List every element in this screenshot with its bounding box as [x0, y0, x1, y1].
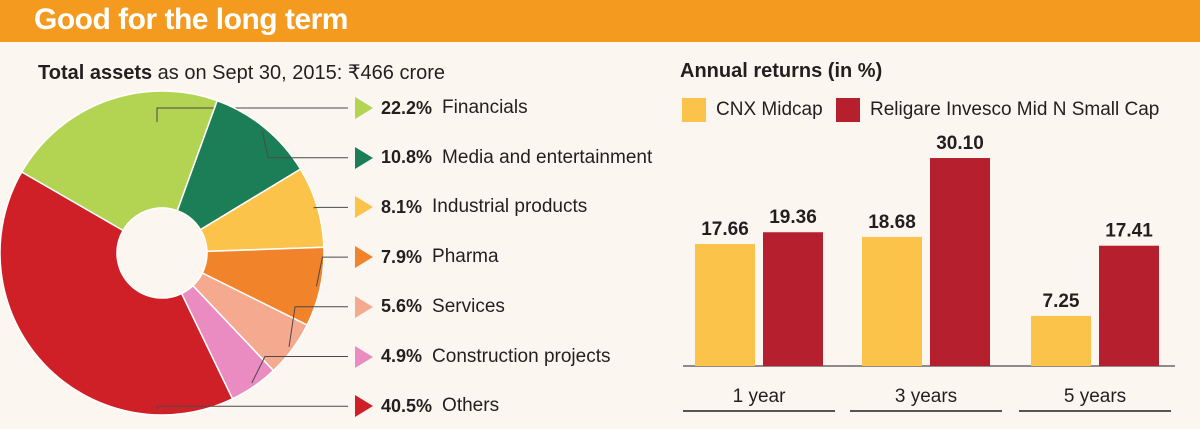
leader-line-construction-projects — [251, 356, 348, 384]
category-label-1-year: 1 year — [733, 386, 786, 407]
bar-value-label: 7.25 — [1043, 291, 1080, 312]
pie-legend-row-pharma: 7.9% Pharma — [355, 243, 499, 271]
assets-heading: Total assets as on Sept 30, 2015: ₹466 c… — [38, 60, 445, 85]
pointer-arrow-icon — [355, 246, 373, 269]
assets-heading-rest: as on Sept 30, 2015: ₹466 crore — [152, 62, 446, 84]
bar-value-label: 17.66 — [701, 219, 749, 240]
legend-swatch-cnx-midcap — [682, 98, 706, 122]
pie-slice-financials — [20, 90, 219, 232]
bar-value-label: 18.68 — [868, 212, 916, 233]
slice-category-label: Media and entertainment — [442, 146, 653, 168]
pie-legend-row-financials: 22.2% Financials — [355, 94, 528, 122]
bar-cnx-midcap-1-year — [695, 243, 755, 366]
title-banner: Good for the long term — [0, 0, 1200, 42]
slice-category-label: Financials — [442, 97, 528, 118]
bar-value-label: 30.10 — [936, 133, 984, 154]
assets-heading-bold: Total assets — [38, 62, 153, 84]
slice-category-label: Pharma — [432, 246, 499, 268]
legend-label-religare: Religare Invesco Mid N Small Cap — [870, 99, 1160, 120]
bar-value-label: 17.41 — [1105, 221, 1153, 242]
leader-line-media-and-entertainment — [261, 130, 348, 159]
leader-line-financials — [156, 107, 348, 122]
bar-religare-invesco-mid-n-small-cap-3-years — [930, 158, 990, 366]
pie-slice-media-and-entertainment — [176, 99, 302, 231]
pointer-arrow-icon — [355, 295, 373, 318]
pointer-arrow-icon — [355, 146, 373, 169]
slice-percent-label: 5.6% — [381, 296, 423, 317]
category-label-5-years: 5 years — [1064, 386, 1126, 407]
legend-swatch-religare — [836, 98, 860, 122]
pointer-arrow-icon — [355, 196, 373, 219]
pie-legend-row-construction-projects: 4.9% Construction projects — [355, 343, 611, 371]
pie-legend-row-industrial-products: 8.1% Industrial products — [355, 193, 587, 221]
slice-percent-label: 22.2% — [381, 97, 433, 118]
banner-title: Good for the long term — [34, 3, 348, 36]
slice-percent-label: 4.9% — [381, 346, 423, 366]
leader-line-services — [288, 306, 348, 348]
slice-category-label: Services — [432, 295, 505, 317]
pointer-arrow-icon — [355, 97, 373, 119]
leader-line-pharma — [315, 256, 348, 287]
slice-category-label: Industrial products — [432, 196, 588, 218]
bar-value-label: 19.36 — [769, 207, 817, 228]
pointer-arrow-icon — [355, 395, 373, 418]
legend-item-cnx-midcap: CNX Midcap — [682, 97, 823, 123]
slice-percent-label: 10.8% — [381, 147, 433, 168]
bar-religare-invesco-mid-n-small-cap-5-years — [1099, 245, 1159, 366]
pie-legend-row-services: 5.6% Services — [355, 293, 505, 321]
returns-heading: Annual returns (in %) — [680, 60, 883, 82]
pie-slice-others — [0, 170, 234, 416]
slice-category-label: Others — [442, 395, 500, 417]
slice-percent-label: 40.5% — [381, 395, 433, 416]
pie-legend-row-media-and-entertainment: 10.8% Media and entertainment — [355, 144, 652, 172]
bar-religare-invesco-mid-n-small-cap-1-year — [763, 232, 823, 366]
legend-item-religare: Religare Invesco Mid N Small Cap — [836, 97, 1159, 123]
slice-category-label: Construction projects — [432, 345, 611, 367]
bar-cnx-midcap-3-years — [862, 236, 922, 366]
legend-label-cnx-midcap: CNX Midcap — [716, 99, 823, 120]
leader-line-others — [156, 405, 348, 409]
pointer-arrow-icon — [355, 345, 373, 368]
slice-percent-label: 8.1% — [381, 196, 423, 217]
bar-cnx-midcap-5-years — [1031, 315, 1091, 366]
pie-legend-row-others: 40.5% Others — [355, 392, 499, 420]
category-label-3-years: 3 years — [895, 386, 957, 407]
slice-percent-label: 7.9% — [381, 246, 423, 267]
